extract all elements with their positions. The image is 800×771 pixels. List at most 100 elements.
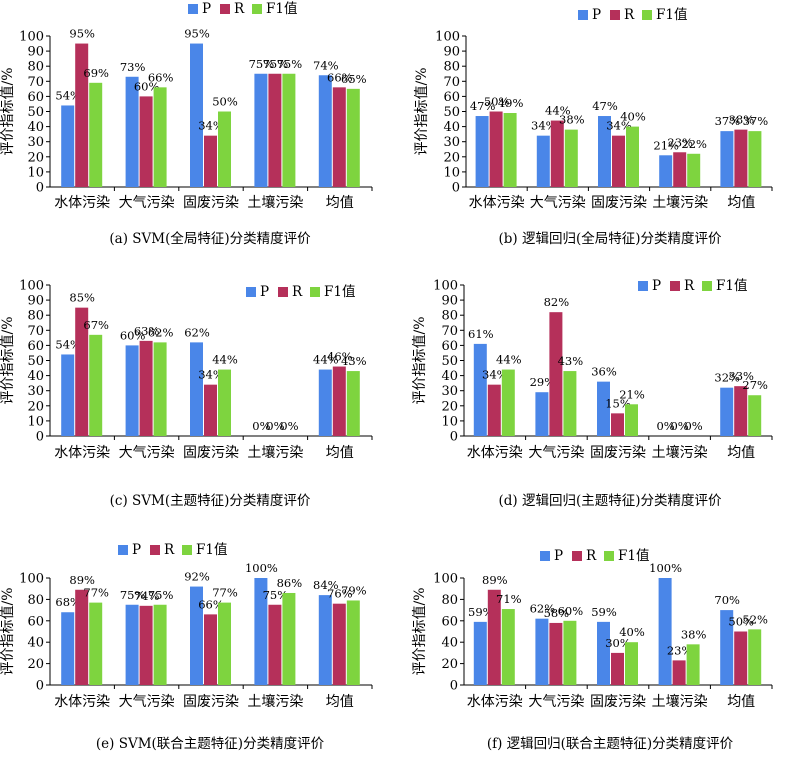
- legend-label: R: [684, 278, 695, 294]
- legend-label: R: [164, 542, 175, 558]
- bar-r: [204, 384, 217, 436]
- data-label: 71%: [496, 592, 522, 606]
- data-label: 40%: [620, 110, 646, 124]
- bar-r: [734, 386, 748, 436]
- legend-swatch-f1: [604, 551, 614, 561]
- y-tick-label: 60: [443, 90, 460, 105]
- y-tick-label: 90: [441, 294, 458, 309]
- y-tick-label: 60: [27, 90, 44, 105]
- bar-p: [125, 604, 139, 685]
- bar-r: [612, 135, 625, 187]
- y-axis-label: 评价指标值/%: [412, 316, 428, 404]
- data-label: 66%: [198, 597, 224, 611]
- category-label: 土壤污染: [652, 444, 708, 461]
- data-label: 75%: [120, 588, 146, 602]
- legend-swatch-r: [150, 545, 160, 555]
- legend-swatch-f1: [702, 281, 712, 291]
- legend-swatch-f1: [252, 4, 262, 14]
- y-tick-label: 80: [441, 309, 458, 324]
- data-label: 66%: [327, 70, 353, 84]
- y-tick-label: 50: [441, 354, 458, 369]
- y-tick-label: 0: [450, 679, 458, 694]
- data-label: 59%: [591, 605, 617, 619]
- y-tick-label: 70: [443, 75, 460, 90]
- data-label: 95%: [184, 27, 210, 41]
- category-label: 大气污染: [119, 445, 175, 461]
- y-tick-label: 80: [443, 60, 460, 75]
- category-label: 土壤污染: [247, 444, 303, 461]
- data-label: 0%: [656, 419, 674, 433]
- data-label: 82%: [544, 295, 570, 309]
- legend-swatch-p: [638, 281, 648, 291]
- legend-label: P: [260, 284, 269, 300]
- data-label: 54%: [55, 88, 81, 102]
- bar-p: [61, 105, 75, 187]
- data-label: 0%: [684, 419, 702, 433]
- y-tick-label: 40: [441, 369, 458, 384]
- data-label: 0%: [252, 419, 270, 433]
- data-label: 77%: [83, 586, 109, 600]
- chart-panel-5: 020406080100评价指标值/%水体污染68%89%77%大气污染75%7…: [0, 542, 373, 752]
- bar-p: [318, 595, 332, 685]
- data-label: 100%: [649, 561, 682, 575]
- bar-r: [268, 73, 282, 187]
- data-label: 69%: [83, 66, 109, 80]
- y-tick-label: 80: [441, 593, 458, 608]
- legend-label: F1值: [266, 1, 297, 17]
- data-label: 52%: [742, 612, 768, 626]
- data-label: 43%: [341, 354, 367, 368]
- data-label: 0%: [280, 419, 298, 433]
- data-label: 77%: [212, 586, 238, 600]
- data-label: 34%: [482, 368, 508, 382]
- chart-caption: (d) 逻辑回归(主题特征)分类精度评价: [498, 492, 722, 509]
- legend-swatch-p: [246, 287, 256, 297]
- bar-p: [597, 381, 610, 436]
- bar-f1: [218, 369, 231, 436]
- bar-p: [318, 75, 332, 187]
- data-label: 75%: [249, 57, 275, 71]
- legend-swatch-p: [118, 545, 128, 555]
- y-tick-label: 40: [27, 636, 44, 651]
- data-label: 34%: [198, 368, 224, 382]
- y-tick-label: 0: [450, 430, 458, 445]
- bar-p: [473, 621, 487, 685]
- category-label: 水体污染: [54, 195, 110, 211]
- bar-f1: [346, 88, 360, 187]
- category-label: 水体污染: [467, 694, 523, 710]
- y-tick-label: 70: [27, 324, 44, 339]
- y-tick-label: 60: [441, 339, 458, 354]
- bar-r: [268, 604, 282, 685]
- legend-swatch-p: [578, 10, 588, 20]
- data-label: 62%: [530, 602, 556, 616]
- legend-swatch-r: [610, 10, 620, 20]
- data-label: 85%: [69, 291, 95, 305]
- data-label: 38%: [729, 113, 755, 127]
- data-label: 79%: [341, 583, 367, 597]
- data-label: 54%: [55, 337, 81, 351]
- legend-swatch-p: [188, 4, 198, 14]
- chart-panel-6: 020406080100评价指标值/%水体污染59%89%71%大气污染62%5…: [412, 548, 773, 752]
- data-label: 34%: [531, 119, 557, 133]
- category-label: 土壤污染: [652, 194, 708, 211]
- bar-f1: [153, 604, 167, 685]
- data-label: 44%: [212, 353, 238, 367]
- category-label: 大气污染: [119, 694, 175, 710]
- bar-p: [536, 135, 550, 187]
- y-tick-label: 40: [441, 636, 458, 651]
- y-tick-label: 90: [443, 45, 460, 60]
- y-axis-label: 评价指标值/%: [414, 67, 430, 155]
- category-label: 固废污染: [590, 445, 646, 461]
- y-tick-label: 50: [27, 105, 44, 120]
- y-tick-label: 20: [441, 399, 458, 414]
- data-label: 29%: [530, 375, 556, 389]
- bar-r: [549, 622, 563, 685]
- data-label: 0%: [266, 419, 284, 433]
- bar-r: [611, 413, 624, 436]
- bar-r: [734, 129, 748, 187]
- y-tick-label: 60: [441, 614, 458, 629]
- bar-r: [139, 96, 153, 187]
- y-tick-label: 10: [27, 165, 44, 180]
- category-label: 水体污染: [469, 195, 525, 211]
- data-label: 70%: [714, 593, 740, 607]
- data-label: 47%: [470, 99, 496, 113]
